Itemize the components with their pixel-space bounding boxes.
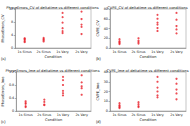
svg-text:PhaseErrors_lme: PhaseErrors_lme	[1, 76, 5, 107]
svg-text:1s Vary: 1s Vary	[56, 50, 69, 54]
svg-text:20: 20	[104, 36, 108, 40]
svg-text:1s Sinus: 1s Sinus	[18, 50, 32, 54]
svg-text:PhaseErrors_lme of deltatime v: PhaseErrors_lme of deltatime vs differen…	[5, 69, 99, 73]
svg-text:1s Vary: 1s Vary	[151, 50, 164, 54]
svg-text:10: 10	[104, 99, 108, 103]
svg-text:4: 4	[11, 33, 13, 37]
svg-text:2s Vary: 2s Vary	[170, 113, 183, 117]
svg-text:1s Vary: 1s Vary	[151, 113, 164, 117]
svg-text:PhaseErrors_CV: PhaseErrors_CV	[1, 14, 5, 43]
svg-text:20: 20	[104, 90, 108, 94]
svg-text:PhaseErrors_CV of deltatime vs: PhaseErrors_CV of deltatime vs different…	[6, 6, 98, 10]
svg-text:0: 0	[12, 109, 14, 113]
svg-text:1s Sinus: 1s Sinus	[112, 50, 126, 54]
svg-text:8: 8	[11, 20, 13, 24]
svg-text:80: 80	[103, 7, 108, 11]
svg-text:2s Sinus: 2s Sinus	[131, 50, 145, 54]
svg-text:(c): (c)	[1, 120, 6, 124]
svg-text:0: 0	[11, 46, 13, 50]
svg-text:Condition: Condition	[45, 55, 62, 59]
svg-text:2s Vary: 2s Vary	[75, 50, 88, 54]
svg-text:60: 60	[104, 17, 108, 21]
svg-text:(d): (d)	[96, 120, 101, 124]
svg-text:2s Vary: 2s Vary	[170, 50, 183, 54]
svg-text:2s Sinus: 2s Sinus	[131, 113, 145, 117]
svg-text:1s Sinus: 1s Sinus	[112, 113, 126, 117]
svg-text:0: 0	[106, 109, 108, 113]
svg-text:2s Sinus: 2s Sinus	[37, 113, 51, 117]
svg-text:1s Sinus: 1s Sinus	[19, 113, 33, 117]
svg-text:1s Vary: 1s Vary	[57, 113, 70, 117]
svg-text:CVPE_lme: CVPE_lme	[96, 82, 100, 101]
svg-text:(a): (a)	[1, 57, 6, 61]
svg-text:Condition: Condition	[45, 118, 62, 122]
svg-text:CVPE_lme of deltatime vs diffe: CVPE_lme of deltatime vs different condi…	[106, 69, 188, 73]
svg-text:0.8: 0.8	[9, 83, 14, 87]
svg-text:CVPE_CV: CVPE_CV	[96, 20, 100, 37]
svg-text:Condition: Condition	[139, 118, 156, 122]
svg-text:30: 30	[104, 80, 108, 84]
svg-text:0.4: 0.4	[9, 96, 14, 100]
svg-text:2s Sinus: 2s Sinus	[37, 50, 51, 54]
svg-text:Condition: Condition	[139, 55, 156, 59]
svg-text:CVPE_CV of deltatime vs differ: CVPE_CV of deltatime vs different condit…	[107, 6, 187, 10]
svg-text:(b): (b)	[96, 57, 101, 61]
svg-text:0: 0	[106, 46, 108, 50]
svg-text:2s Vary: 2s Vary	[75, 113, 88, 117]
svg-text:40: 40	[104, 27, 108, 31]
